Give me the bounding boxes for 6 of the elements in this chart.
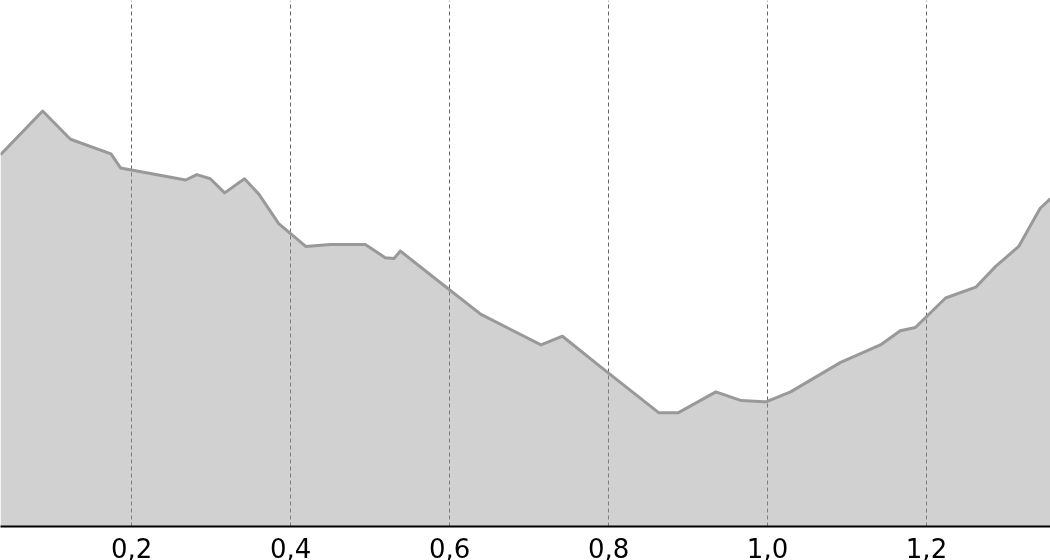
x-tick-label: 0,2 — [110, 533, 153, 560]
x-tick-label: 0,4 — [269, 533, 312, 560]
x-tick-label: 1,2 — [905, 533, 948, 560]
x-tick-label: 1,0 — [746, 533, 789, 560]
x-tick-label: 0,8 — [587, 533, 630, 560]
x-tick-label: 0,6 — [428, 533, 471, 560]
